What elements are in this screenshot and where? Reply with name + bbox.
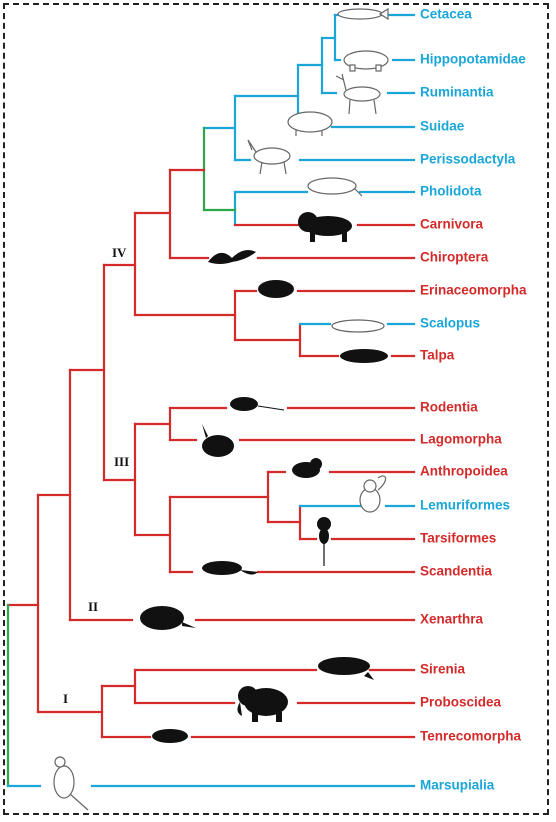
taxon-label-carnivora: Carnivora <box>420 217 484 232</box>
taxon-label-scalopus: Scalopus <box>420 316 480 331</box>
mole-outline-icon <box>331 319 385 333</box>
taxon-label-erinaceomorpha: Erinaceomorpha <box>420 283 527 298</box>
taxon-label-sirenia: Sirenia <box>420 662 466 677</box>
figure-frame <box>3 3 549 815</box>
elephant-icon <box>237 686 288 722</box>
clade-label-i: I <box>63 691 68 706</box>
taxon-labels: Cetacea Hippopotamidae Ruminantia Suidae Per… <box>420 7 527 793</box>
taxon-label-cetacea: Cetacea <box>420 7 472 22</box>
taxon-label-tenrecomorpha: Tenrecomorpha <box>420 729 522 744</box>
deer-icon <box>335 73 381 115</box>
armadillo-icon <box>140 606 196 630</box>
clade-label-iii: III <box>114 454 129 469</box>
manatee-icon <box>318 657 374 680</box>
taxon-label-perissodactyla: Perissodactyla <box>420 152 516 167</box>
hippo-icon <box>343 50 389 72</box>
horse-icon <box>247 139 291 175</box>
lion-icon <box>298 212 352 242</box>
taxon-label-ruminantia: Ruminantia <box>420 85 494 100</box>
taxon-label-proboscidea: Proboscidea <box>420 695 502 710</box>
taxon-label-xenarthra: Xenarthra <box>420 612 484 627</box>
treeshrew-icon <box>202 561 258 575</box>
taxon-label-anthropoidea: Anthropoidea <box>420 464 508 479</box>
taxon-label-chiroptera: Chiroptera <box>420 250 489 265</box>
bat-icon <box>208 250 256 264</box>
clade-label-ii: II <box>88 599 98 614</box>
monkey-icon <box>290 458 322 486</box>
taxon-label-rodentia: Rodentia <box>420 400 478 415</box>
taxon-label-suidae: Suidae <box>420 119 465 134</box>
taxon-label-hippopotamidae: Hippopotamidae <box>420 52 526 67</box>
rabbit-icon <box>202 424 234 457</box>
animal-icons <box>53 7 389 811</box>
taxon-label-tarsiformes: Tarsiformes <box>420 531 496 546</box>
kangaroo-icon <box>53 756 89 811</box>
whale-icon <box>337 7 389 21</box>
tenrec-icon <box>152 729 188 743</box>
tarsier-icon <box>317 517 331 566</box>
taxon-label-pholidota: Pholidota <box>420 184 482 199</box>
lemur-icon <box>359 475 387 513</box>
taxon-label-marsupialia: Marsupialia <box>420 778 495 793</box>
pangolin-icon <box>307 177 363 197</box>
hedgehog-icon <box>258 280 294 298</box>
pig-icon <box>287 111 333 136</box>
taxon-label-lemuriformes: Lemuriformes <box>420 498 510 513</box>
tree-branches <box>6 13 416 788</box>
rat-icon <box>230 397 285 411</box>
taxon-label-scandentia: Scandentia <box>420 564 493 579</box>
taxon-label-talpa: Talpa <box>420 348 455 363</box>
clade-label-iv: IV <box>112 245 127 260</box>
mole-icon <box>340 349 388 363</box>
taxon-label-lagomorpha: Lagomorpha <box>420 432 502 447</box>
